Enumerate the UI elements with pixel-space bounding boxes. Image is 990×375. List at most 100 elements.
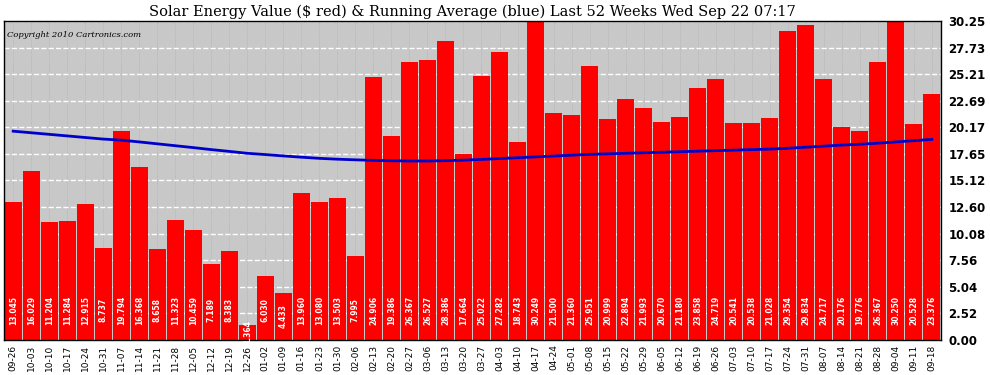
Text: 16.368: 16.368 bbox=[135, 296, 144, 325]
Text: 20.670: 20.670 bbox=[657, 296, 666, 325]
Text: 21.180: 21.180 bbox=[675, 296, 684, 325]
Text: 7.189: 7.189 bbox=[207, 298, 216, 322]
Text: 21.993: 21.993 bbox=[640, 296, 648, 325]
Bar bbox=[329, 198, 346, 340]
Text: 19.794: 19.794 bbox=[117, 296, 126, 325]
Bar bbox=[185, 230, 202, 340]
Bar bbox=[599, 118, 616, 340]
Text: 21.500: 21.500 bbox=[549, 296, 558, 325]
Bar bbox=[293, 193, 310, 340]
Text: 19.776: 19.776 bbox=[855, 296, 864, 325]
Bar bbox=[743, 123, 760, 340]
Text: 27.282: 27.282 bbox=[495, 296, 504, 325]
Bar bbox=[239, 326, 255, 340]
Bar bbox=[23, 171, 40, 340]
Bar bbox=[851, 131, 868, 340]
Bar bbox=[76, 204, 94, 340]
Text: 16.029: 16.029 bbox=[27, 296, 36, 325]
Text: 13.960: 13.960 bbox=[297, 296, 306, 325]
Bar bbox=[544, 113, 562, 340]
Bar bbox=[256, 276, 274, 340]
Bar bbox=[815, 80, 833, 340]
Text: 18.743: 18.743 bbox=[513, 296, 522, 325]
Text: 13.045: 13.045 bbox=[9, 296, 18, 325]
Text: 25.951: 25.951 bbox=[585, 296, 594, 325]
Bar bbox=[581, 66, 598, 340]
Bar bbox=[707, 80, 725, 340]
Text: 24.906: 24.906 bbox=[369, 296, 378, 325]
Bar bbox=[131, 167, 148, 340]
Text: 13.503: 13.503 bbox=[333, 296, 342, 325]
Text: 21.028: 21.028 bbox=[765, 296, 774, 325]
Bar bbox=[41, 222, 57, 340]
Text: 30.249: 30.249 bbox=[531, 296, 540, 325]
Text: 8.383: 8.383 bbox=[225, 298, 234, 322]
Text: 8.737: 8.737 bbox=[99, 298, 108, 322]
Bar bbox=[148, 249, 166, 340]
Text: 7.995: 7.995 bbox=[350, 298, 360, 322]
Bar bbox=[311, 202, 328, 340]
Text: 11.204: 11.204 bbox=[45, 296, 53, 325]
Text: 6.030: 6.030 bbox=[260, 298, 270, 322]
Text: 29.834: 29.834 bbox=[801, 296, 810, 325]
Bar bbox=[527, 21, 545, 340]
Text: 20.999: 20.999 bbox=[603, 296, 612, 325]
Bar bbox=[5, 202, 22, 340]
Text: 25.022: 25.022 bbox=[477, 296, 486, 325]
Text: 23.858: 23.858 bbox=[693, 296, 702, 325]
Bar bbox=[653, 122, 670, 340]
Text: 23.376: 23.376 bbox=[928, 296, 937, 325]
Bar bbox=[617, 99, 635, 340]
Text: 24.719: 24.719 bbox=[711, 296, 720, 325]
Title: Solar Energy Value ($ red) & Running Average (blue) Last 52 Weeks Wed Sep 22 07:: Solar Energy Value ($ red) & Running Ave… bbox=[149, 4, 796, 18]
Bar bbox=[905, 123, 923, 340]
Text: 26.527: 26.527 bbox=[423, 296, 432, 325]
Bar bbox=[689, 88, 706, 340]
Bar bbox=[437, 41, 454, 340]
Text: 28.386: 28.386 bbox=[441, 296, 450, 325]
Bar bbox=[455, 154, 472, 340]
Bar bbox=[365, 77, 382, 340]
Text: Copyright 2010 Cartronics.com: Copyright 2010 Cartronics.com bbox=[7, 31, 142, 39]
Text: 8.658: 8.658 bbox=[152, 298, 161, 322]
Text: 20.528: 20.528 bbox=[909, 296, 919, 325]
Bar bbox=[797, 26, 815, 340]
Text: 4.433: 4.433 bbox=[279, 304, 288, 328]
Bar bbox=[383, 135, 400, 340]
Text: 11.284: 11.284 bbox=[62, 296, 71, 325]
Bar bbox=[924, 93, 940, 340]
Bar bbox=[491, 53, 508, 340]
Bar bbox=[473, 76, 490, 340]
Bar bbox=[509, 142, 526, 340]
Text: 26.367: 26.367 bbox=[873, 296, 882, 325]
Bar bbox=[346, 255, 364, 340]
Text: 19.386: 19.386 bbox=[387, 296, 396, 325]
Text: 12.915: 12.915 bbox=[81, 296, 90, 325]
Bar bbox=[761, 118, 778, 340]
Bar bbox=[635, 108, 652, 340]
Bar bbox=[887, 21, 904, 340]
Bar bbox=[419, 60, 436, 340]
Bar bbox=[166, 220, 184, 340]
Bar bbox=[221, 251, 238, 340]
Bar bbox=[58, 221, 76, 340]
Text: 26.367: 26.367 bbox=[405, 296, 414, 325]
Bar bbox=[834, 127, 850, 340]
Text: 13.080: 13.080 bbox=[315, 296, 324, 325]
Bar bbox=[869, 62, 886, 340]
Text: 11.323: 11.323 bbox=[171, 296, 180, 325]
Text: 21.360: 21.360 bbox=[567, 296, 576, 325]
Text: 1.364: 1.364 bbox=[243, 321, 251, 345]
Text: 10.459: 10.459 bbox=[189, 296, 198, 325]
Text: 17.664: 17.664 bbox=[459, 296, 468, 325]
Bar bbox=[563, 115, 580, 340]
Text: 24.717: 24.717 bbox=[820, 296, 829, 325]
Text: 20.538: 20.538 bbox=[747, 296, 756, 325]
Bar bbox=[95, 248, 112, 340]
Bar bbox=[275, 293, 292, 340]
Text: 20.176: 20.176 bbox=[838, 296, 846, 325]
Bar bbox=[671, 117, 688, 340]
Bar bbox=[203, 264, 220, 340]
Bar bbox=[401, 62, 418, 340]
Bar bbox=[779, 30, 796, 340]
